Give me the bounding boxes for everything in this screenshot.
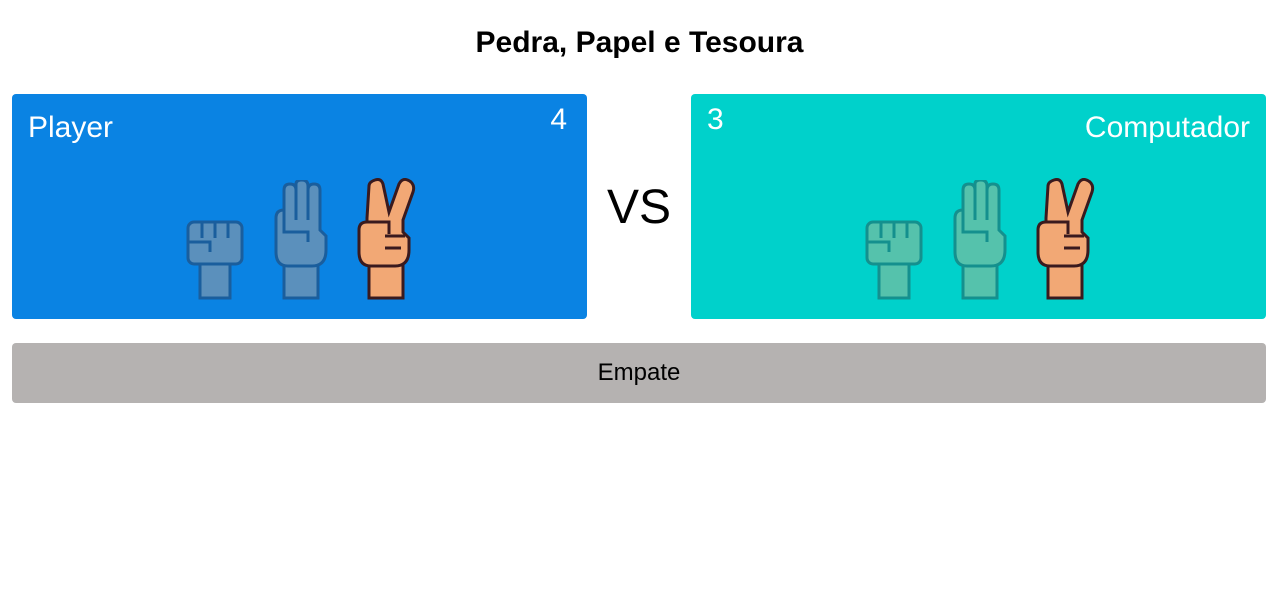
page-title: Pedra, Papel e Tesoura bbox=[475, 26, 804, 59]
player-hands bbox=[12, 176, 587, 300]
paper-icon bbox=[274, 180, 327, 300]
computer-panel: 3 Computador bbox=[691, 94, 1266, 319]
vs-label: VS bbox=[606, 181, 672, 234]
scissors-icon bbox=[1036, 178, 1094, 300]
rock-icon bbox=[186, 220, 243, 300]
player-name: Player bbox=[28, 111, 114, 144]
player-score: 4 bbox=[550, 103, 567, 136]
player-paper-button[interactable] bbox=[269, 176, 331, 300]
computer-paper-icon-wrap bbox=[948, 176, 1010, 300]
computer-scissors-icon-wrap bbox=[1034, 176, 1096, 300]
player-scissors-button[interactable] bbox=[355, 176, 417, 300]
result-banner: Empate bbox=[12, 343, 1266, 403]
player-rock-button[interactable] bbox=[183, 176, 245, 300]
computer-rock-icon-wrap bbox=[862, 176, 924, 300]
paper-icon bbox=[953, 180, 1006, 300]
computer-hands bbox=[691, 176, 1266, 300]
scissors-icon bbox=[357, 178, 415, 300]
rock-icon bbox=[865, 220, 922, 300]
computer-score: 3 bbox=[707, 103, 724, 136]
computer-name: Computador bbox=[1084, 111, 1250, 144]
player-panel: Player 4 bbox=[12, 94, 587, 319]
